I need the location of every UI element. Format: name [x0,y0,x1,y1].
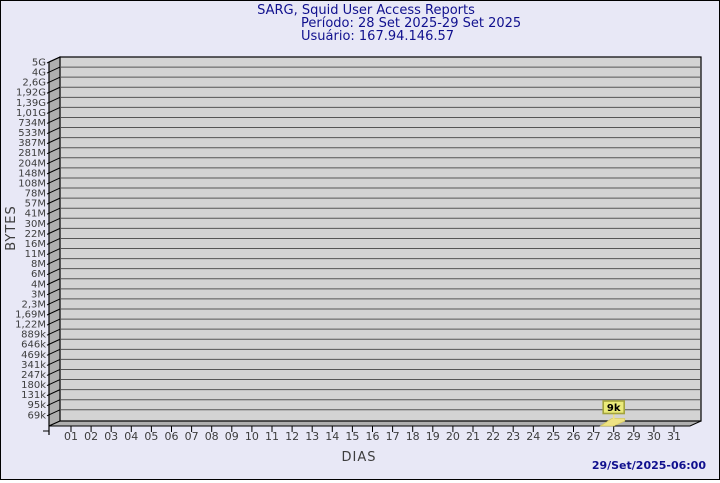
x-tick-label: 30 [647,430,661,443]
x-tick-label: 22 [486,430,500,443]
y-axis-tick-labels: 5G4G2,6G1,92G1,39G1,01G734M533M387M281M2… [15,58,46,422]
y-tick-label: 204M [18,158,46,169]
y-tick-label: 41M [25,209,46,220]
y-tick-label: 3M [31,289,46,300]
y-tick-label: 69k [27,410,46,421]
value-callout-label: 9k [607,403,621,414]
y-tick-label: 95k [27,400,46,411]
y-tick-label: 1,69M [15,310,46,321]
x-tick-label: 31 [667,430,681,443]
value-callout-box [602,400,626,415]
chart-title: SARG, Squid User Access Reports [257,3,475,18]
x-tick-label: 02 [84,430,98,443]
report-timestamp: 29/Set/2025-06:00 [592,459,707,472]
y-tick-label: 5G [32,58,46,69]
y-tick-label: 387M [18,138,46,149]
x-tick-label: 04 [124,430,138,443]
y-tick-label: 889k [21,330,46,341]
chart-period: Período: 28 Set 2025-29 Set 2025 [301,16,521,31]
x-tick-label: 17 [386,430,400,443]
x-tick-label: 10 [245,430,259,443]
y-tick-label: 30M [25,219,46,230]
x-tick-label: 06 [165,430,179,443]
x-tick-label: 24 [526,430,540,443]
x-tick-label: 19 [426,430,440,443]
x-tick-label: 05 [144,430,158,443]
x-tick-label: 12 [285,430,299,443]
x-tick-label: 18 [406,430,420,443]
y-tick-label: 11M [25,249,46,260]
chart-user: Usuário: 167.94.146.57 [301,29,454,44]
y-tick-label: 78M [25,189,46,200]
x-tick-label: 13 [305,430,319,443]
plot-area [59,56,702,422]
x-tick-label: 21 [466,430,480,443]
x-tick-label: 20 [446,430,460,443]
x-tick-label: 03 [104,430,118,443]
x-tick-label: 16 [366,430,380,443]
x-tick-label: 08 [205,430,219,443]
gridlines [60,66,701,411]
x-axis-title: DIAS [342,450,377,465]
y-tick-label: 4M [31,279,46,290]
y-tick-label: 1,01G [16,108,46,119]
x-tick-label: 07 [185,430,199,443]
x-tick-label: 25 [546,430,560,443]
x-tick-label: 27 [587,430,601,443]
y-tick-label: 57M [25,199,46,210]
y-tick-label: 734M [18,118,46,129]
y-tick-label: 247k [21,370,46,381]
y-tick-label: 1,92G [16,88,46,99]
x-tick-label: 11 [265,430,279,443]
x-axis-tick-labels: 01 02 03 04 05 06 07 08 09 10 11 12 13 14 15 16 17 18 19 20… [64,430,681,443]
y-axis-title: BYTES [4,205,19,251]
y-tick-label: 533M [18,128,46,139]
y-tick-label: 108M [18,178,46,189]
x-tick-label: 29 [627,430,641,443]
x-tick-label: 28 [607,430,621,443]
y-tick-label: 341k [21,360,46,371]
y-tick-label: 281M [18,148,46,159]
y-tick-label: 4G [32,68,46,79]
y-tick-label: 6M [31,269,46,280]
x-tick-label: 14 [325,430,339,443]
series-area [599,418,626,427]
x-axis-ticks [70,426,675,432]
data-point-day-28: 9k [599,400,626,427]
y-tick-label: 646k [21,340,46,351]
x-tick-label: 15 [345,430,359,443]
y-tick-label: 1,22M [15,320,46,331]
y-tick-label: 180k [21,380,46,391]
x-tick-label: 01 [64,430,78,443]
y-tick-label: 2,6G [22,78,46,89]
y-tick-label: 469k [21,350,46,361]
y-tick-label: 8M [31,259,46,270]
y-tick-label: 22M [25,229,46,240]
y-tick-label: 131k [21,390,46,401]
x-tick-label: 23 [506,430,520,443]
x-tick-label: 09 [225,430,239,443]
y-tick-label: 16M [25,239,46,250]
x-tick-label: 26 [567,430,581,443]
y-tick-label: 2,3M [21,299,46,310]
y-tick-label: 148M [18,168,46,179]
y-tick-label: 1,39G [16,98,46,109]
